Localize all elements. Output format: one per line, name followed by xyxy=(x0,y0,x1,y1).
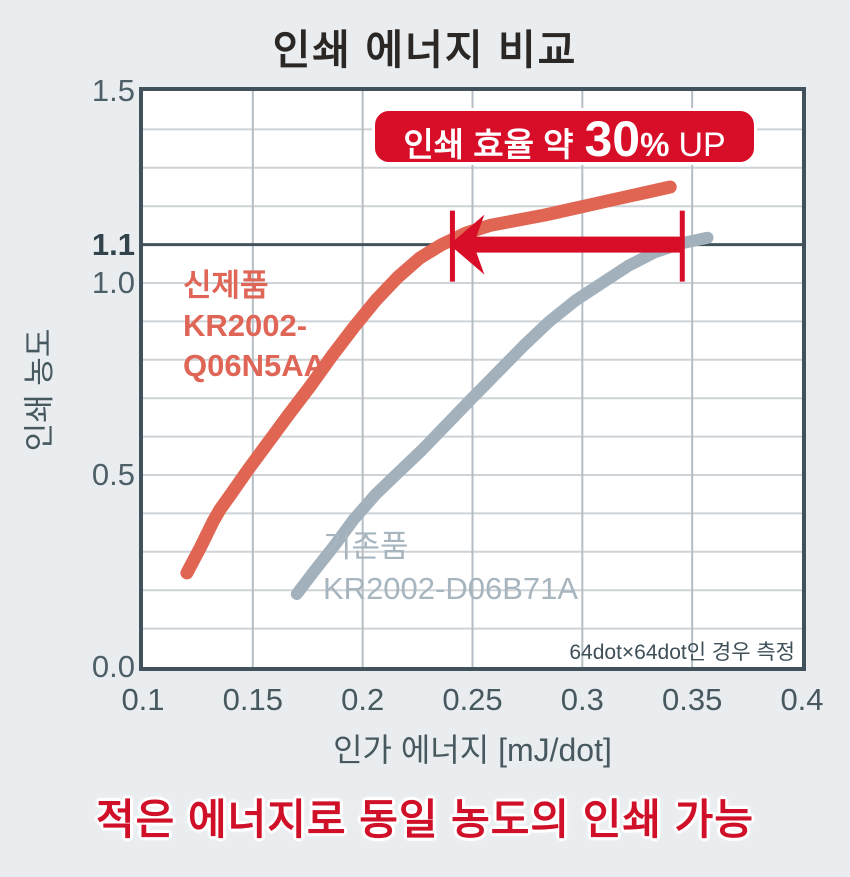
y-tick-label-0.0: 0.0 xyxy=(91,649,135,684)
page-title: 인쇄 에너지 비교 xyxy=(272,27,578,73)
y-tick-label-1.0: 1.0 xyxy=(91,265,135,300)
measurement-note: 64dot×64dot인 경우 측정 xyxy=(569,641,795,664)
x-tick-label-0.15: 0.15 xyxy=(222,682,283,717)
curve-new-product xyxy=(180,180,677,580)
series-label-old-product: 기존품 KR2002-D06B71A xyxy=(323,526,578,610)
banner-percent-sign: % xyxy=(640,126,670,163)
banner-text-suffix: UP xyxy=(678,126,726,164)
x-tick-label-0.3: 0.3 xyxy=(560,682,604,717)
arrow-body xyxy=(474,236,683,253)
bottom-caption: 적은 에너지로 동일 농도의 인쇄 가능 xyxy=(96,796,754,843)
series-label-old-line1: 기존품 xyxy=(323,529,409,564)
efficiency-banner: 인쇄 효율 약 30 % UP xyxy=(372,108,757,165)
x-tick-label-0.25: 0.25 xyxy=(442,682,503,717)
series-label-new-product: 신제품 KR2002- Q06N5AA xyxy=(183,266,326,386)
x-tick-label-0.2: 0.2 xyxy=(341,682,385,717)
y-tick-label-1.1: 1.1 xyxy=(91,226,135,262)
curve-old-product xyxy=(290,231,714,600)
y-tick-label-0.5: 0.5 xyxy=(91,457,135,492)
x-tick-label-0.4: 0.4 xyxy=(780,682,824,717)
banner-value: 30 xyxy=(584,111,641,167)
plot-border xyxy=(139,87,806,671)
series-label-old-line2: KR2002-D06B71A xyxy=(323,571,579,606)
arrow-head xyxy=(449,214,485,275)
series-label-new-line2: KR2002- xyxy=(183,308,308,343)
x-axis-title: 인가 에너지 [mJ/dot] xyxy=(333,732,612,768)
series-label-new-line1: 신제품 xyxy=(183,268,269,303)
y-tick-label-1.5: 1.5 xyxy=(91,73,135,108)
series-label-new-line3: Q06N5AA xyxy=(183,348,326,383)
banner-text-prefix: 인쇄 효율 약 xyxy=(403,126,574,163)
x-tick-label-0.35: 0.35 xyxy=(661,682,723,717)
x-tick-label-0.1: 0.1 xyxy=(121,682,165,717)
